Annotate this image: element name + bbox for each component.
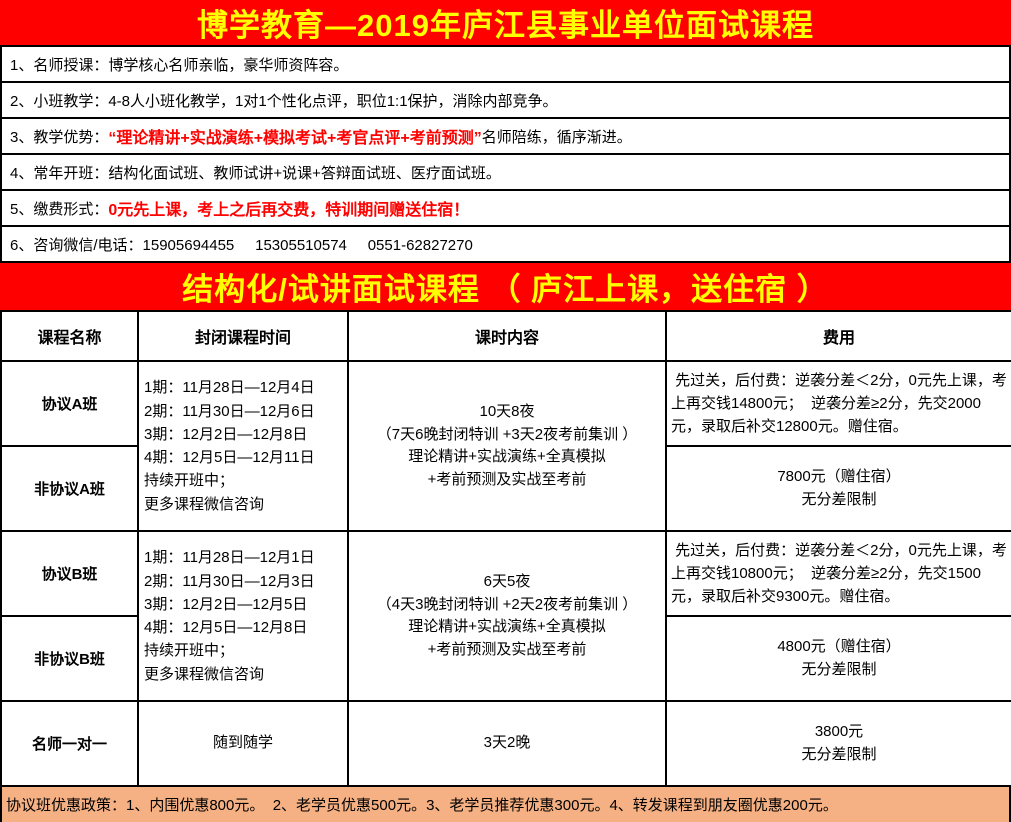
info-row-4: 4、常年开班：结构化面试班、教师试讲+说课+答辩面试班、医疗面试班。	[2, 155, 1009, 191]
header-course-time: 封闭课程时间	[137, 310, 349, 362]
table-row: 协议A班 1期：11月28日—12月4日 2期：11月30日—12月6日 3期：…	[0, 360, 1011, 532]
course-table: 课程名称 封闭课程时间 课时内容 费用 协议A班 1期：11月28日—12月4日…	[0, 310, 1011, 787]
table-row: 协议B班 1期：11月28日—12月1日 2期：11月30日—12月3日 3期：…	[0, 530, 1011, 702]
info-text-highlight: 0元先上课，考上之后再交费，特训期间赠送住宿！	[108, 202, 470, 219]
table-row: 非协议A班 7800元（赠住宿） 无分差限制	[0, 445, 1011, 532]
main-title: 博学教育—2019年庐江县事业单位面试课程	[197, 8, 814, 43]
header-course-content: 课时内容	[347, 310, 667, 362]
info-row-3: 3、教学优势： “理论精讲+实战演练+模拟考试+考官点评+考前预测” 名师陪练，循序…	[2, 119, 1009, 155]
info-text: 6、咨询微信/电话：15905694455 15305510574 0551-6…	[10, 236, 473, 254]
section-title: 结构化/试讲面试课程 （ 庐江上课，送住宿 ）	[182, 272, 829, 307]
cell-one-on-one-name: 名师一对一	[0, 700, 139, 787]
cell-protocol-a-fee: 先过关，后付费：逆袭分差＜2分，0元先上课，考上再交钱14800元； 逆袭分差≥…	[665, 360, 1011, 447]
info-row-1: 1、名师授课：博学核心名师亲临，豪华师资阵容。	[2, 47, 1009, 83]
cell-one-on-one-time: 随到随学	[137, 700, 349, 787]
info-text-highlight: “理论精讲+实战演练+模拟考试+考官点评+考前预测”	[108, 130, 482, 147]
cell-group-a-content: 10天8夜 （7天6晚封闭特训 +3天2夜考前集训 ） 理论精讲+实战演练+全真…	[347, 360, 667, 532]
main-title-banner: 博学教育—2019年庐江县事业单位面试课程	[0, 0, 1011, 47]
discount-policy-text: 协议班优惠政策：1、内围优惠800元。 2、老学员优惠500元。3、老学员推荐优…	[6, 797, 838, 814]
cell-nonprotocol-a-fee: 7800元（赠住宿） 无分差限制	[665, 445, 1011, 532]
cell-one-on-one-fee: 3800元 无分差限制	[665, 700, 1011, 787]
cell-group-b-content: 6天5夜 （4天3晚封闭特训 +2天2夜考前集训 ） 理论精讲+实战演练+全真模…	[347, 530, 667, 702]
header-course-name: 课程名称	[0, 310, 139, 362]
table-row: 非协议B班 4800元（赠住宿） 无分差限制	[0, 615, 1011, 702]
info-text: 5、缴费形式：	[10, 200, 109, 218]
info-text: 1、名师授课：博学核心名师亲临，豪华师资阵容。	[10, 56, 349, 74]
cell-group-b-time: 1期：11月28日—12月1日 2期：11月30日—12月3日 3期：12月2日…	[137, 530, 349, 702]
info-text: 名师陪练，循序渐进。	[481, 128, 632, 146]
table-header-row: 课程名称 封闭课程时间 课时内容 费用	[0, 310, 1011, 362]
info-text: 3、教学优势：	[10, 128, 109, 146]
cell-nonprotocol-b-name: 非协议B班	[0, 615, 139, 702]
info-text: 4、常年开班：结构化面试班、教师试讲+说课+答辩面试班、医疗面试班。	[10, 164, 501, 182]
cell-protocol-b-fee: 先过关，后付费：逆袭分差＜2分，0元先上课，考上再交钱10800元； 逆袭分差≥…	[665, 530, 1011, 617]
info-section: 1、名师授课：博学核心名师亲临，豪华师资阵容。 2、小班教学：4-8人小班化教学…	[0, 47, 1011, 263]
cell-protocol-b-name: 协议B班	[0, 530, 139, 617]
cell-protocol-a-name: 协议A班	[0, 360, 139, 447]
info-row-2: 2、小班教学：4-8人小班化教学，1对1个性化点评，职位1:1保护，消除内部竞争…	[2, 83, 1009, 119]
info-row-6: 6、咨询微信/电话：15905694455 15305510574 0551-6…	[2, 227, 1009, 263]
header-course-fee: 费用	[665, 310, 1011, 362]
table-row: 名师一对一 随到随学 3天2晚 3800元 无分差限制	[0, 700, 1011, 787]
cell-one-on-one-content: 3天2晚	[347, 700, 667, 787]
info-text: 2、小班教学：4-8人小班化教学，1对1个性化点评，职位1:1保护，消除内部竞争…	[10, 92, 558, 110]
info-row-5: 5、缴费形式： 0元先上课，考上之后再交费，特训期间赠送住宿！	[2, 191, 1009, 227]
discount-policy-bar: 协议班优惠政策：1、内围优惠800元。 2、老学员优惠500元。3、老学员推荐优…	[0, 787, 1011, 822]
cell-nonprotocol-b-fee: 4800元（赠住宿） 无分差限制	[665, 615, 1011, 702]
section-title-banner: 结构化/试讲面试课程 （ 庐江上课，送住宿 ）	[0, 263, 1011, 310]
cell-group-a-time: 1期：11月28日—12月4日 2期：11月30日—12月6日 3期：12月2日…	[137, 360, 349, 532]
cell-nonprotocol-a-name: 非协议A班	[0, 445, 139, 532]
